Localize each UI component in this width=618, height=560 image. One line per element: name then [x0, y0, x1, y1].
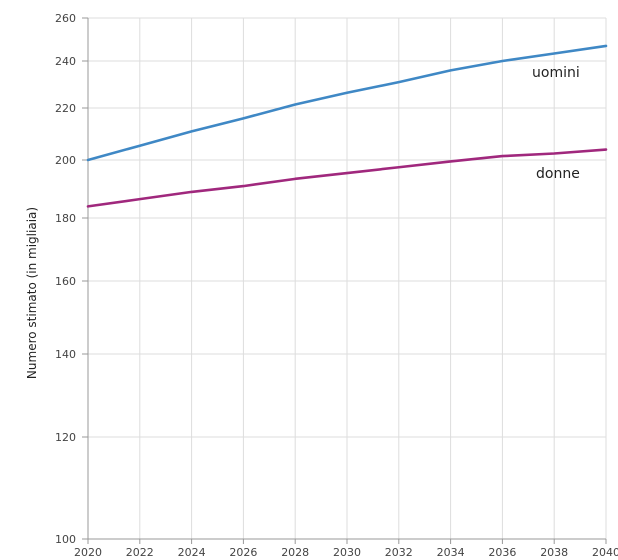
series-point-donne-2040	[605, 148, 607, 151]
series-point-uomini-2034	[449, 69, 452, 72]
series-label-donne: donne	[536, 166, 580, 182]
series-point-donne-2036	[501, 155, 504, 158]
series-point-donne-2026	[242, 185, 245, 188]
y-tick-label-200: 200	[55, 154, 76, 167]
x-tick-label-2022: 2022	[126, 546, 154, 559]
x-tick-label-2020: 2020	[74, 546, 102, 559]
x-tick-label-2034: 2034	[437, 546, 465, 559]
labels-layer: 2020 2022 2024 2026 2028 2030 2032 2034 2036 2038…	[55, 12, 618, 559]
series-point-uomini-2030	[346, 91, 348, 94]
y-tick-label-260: 260	[55, 12, 76, 25]
series-point-uomini-2040	[605, 45, 607, 47]
series-point-uomini-2038	[553, 52, 556, 55]
series-point-uomini-2024	[190, 130, 193, 133]
y-axis-title: Numero stimato (in migliaia)	[25, 207, 39, 379]
x-tick-label-2026: 2026	[229, 546, 257, 559]
x-tick-label-2036: 2036	[488, 546, 516, 559]
x-tick-label-2030: 2030	[333, 546, 361, 559]
series-point-uomini-2022	[138, 144, 141, 147]
series-point-donne-2020	[87, 205, 89, 208]
series-point-donne-2038	[553, 152, 556, 155]
x-tick-label-2040: 2040	[592, 546, 618, 559]
series-point-uomini-2028	[294, 103, 297, 106]
y-tick-label-240: 240	[55, 55, 76, 68]
x-tick-label-2028: 2028	[281, 546, 309, 559]
series-point-donne-2022	[138, 198, 141, 201]
series-point-donne-2028	[294, 177, 297, 180]
series-point-donne-2034	[449, 160, 452, 163]
x-tick-label-2038: 2038	[540, 546, 568, 559]
series-point-uomini-2032	[397, 81, 400, 84]
y-tick-label-120: 120	[55, 431, 76, 444]
y-tick-label-160: 160	[55, 275, 76, 288]
grid-layer	[87, 17, 607, 540]
x-tick-label-2032: 2032	[385, 546, 413, 559]
series-point-donne-2030	[346, 172, 348, 174]
y-tick-label-140: 140	[55, 348, 76, 361]
series-point-donne-2024	[190, 191, 193, 193]
y-tick-label-100: 100	[55, 533, 76, 546]
series-point-uomini-2020	[87, 159, 89, 161]
axes-layer	[82, 17, 607, 544]
y-tick-label-180: 180	[55, 212, 76, 225]
series-layer	[86, 44, 608, 208]
series-point-uomini-2026	[242, 117, 245, 120]
y-tick-label-220: 220	[55, 102, 76, 115]
series-point-uomini-2036	[501, 60, 504, 62]
series-label-uomini: uomini	[532, 65, 580, 81]
x-tick-label-2024: 2024	[178, 546, 206, 559]
series-point-donne-2032	[397, 166, 400, 169]
